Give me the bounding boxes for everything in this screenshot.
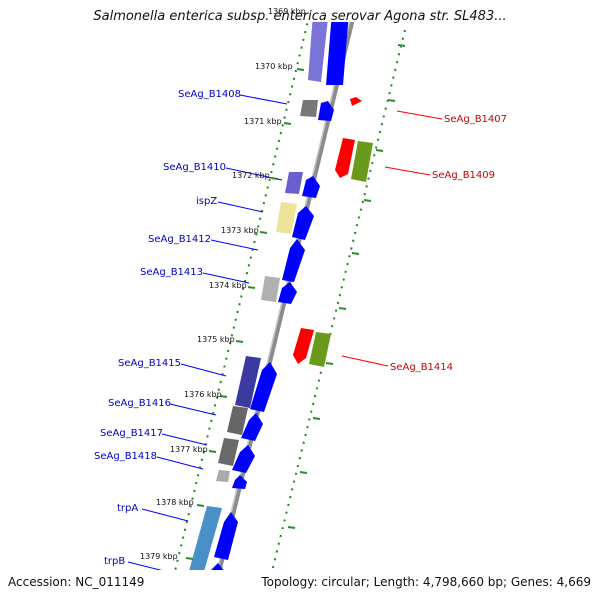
gene-arrow-1409[interactable] <box>335 138 355 178</box>
ruler-tick <box>312 417 321 420</box>
ruler-tick <box>208 450 217 453</box>
ruler-tick <box>351 252 360 255</box>
leader-1417 <box>161 433 208 446</box>
ruler-label: 1372 kbp <box>232 171 270 180</box>
gene-label-seag-b1408[interactable]: SeAg_B1408 <box>178 89 241 100</box>
gene-label-trpb[interactable]: trpB <box>104 556 125 567</box>
leader-ispZ <box>217 201 264 213</box>
ruler-tick <box>283 122 292 125</box>
ruler-tick <box>219 395 228 398</box>
leader-1409 <box>384 166 431 176</box>
gene-label-seag-b1407[interactable]: SeAg_B1407 <box>444 114 507 125</box>
gene-feature-top-left <box>308 22 328 82</box>
ruler-tick <box>397 44 406 47</box>
ruler-label: 1371 kbp <box>244 117 282 126</box>
gene-arrow-trpA[interactable] <box>214 512 238 560</box>
gene-feature-1415 <box>235 356 261 408</box>
ruler-label: 1370 kbp <box>255 62 293 71</box>
ruler-tick <box>259 231 268 234</box>
leader-1415 <box>180 363 227 377</box>
ruler-tick <box>247 286 256 289</box>
genome-title: Salmonella enterica subsp. enterica sero… <box>93 9 507 24</box>
ruler-label: 1379 kbp <box>140 552 178 561</box>
gene-label-trpa[interactable]: trpA <box>117 503 138 514</box>
ruler-tick <box>287 526 296 529</box>
gene-arrow-1410[interactable] <box>302 176 320 198</box>
gene-arrow-1407[interactable] <box>350 97 362 106</box>
ruler-label: 1375 kbp <box>197 335 235 344</box>
gene-label-seag-b1418[interactable]: SeAg_B1418 <box>94 451 157 462</box>
ruler-ticks <box>185 12 406 560</box>
outer-guide-right <box>271 29 406 570</box>
gene-label-seag-b1416[interactable]: SeAg_B1416 <box>108 398 171 409</box>
gene-arrow-1418[interactable] <box>232 475 247 489</box>
ruler-label: 1378 kbp <box>156 498 194 507</box>
gene-label-seag-b1413[interactable]: SeAg_B1413 <box>140 267 203 278</box>
gene-feature-1413 <box>261 276 280 302</box>
gene-arrow-1417[interactable] <box>232 445 255 473</box>
ruler-tick <box>196 504 205 507</box>
gene-arrow-1412[interactable] <box>282 239 305 282</box>
leader-1413 <box>202 272 250 284</box>
leader-1408 <box>239 94 288 105</box>
leader-trpB <box>127 561 163 570</box>
gene-arrow-1413[interactable] <box>278 282 297 304</box>
ruler-tick <box>296 68 305 71</box>
gene-label-seag-b1410[interactable]: SeAg_B1410 <box>163 162 226 173</box>
leader-1414 <box>341 355 389 367</box>
leader-trpA <box>141 508 189 522</box>
gene-feature-1414 <box>309 332 331 367</box>
gene-label-seag-b1415[interactable]: SeAg_B1415 <box>118 358 181 369</box>
leader-1407 <box>396 110 443 120</box>
gene-label-seag-b1417[interactable]: SeAg_B1417 <box>100 428 163 439</box>
gene-label-seag-b1414[interactable]: SeAg_B1414 <box>390 362 453 373</box>
gene-feature-1416 <box>227 406 248 435</box>
gene-arrow-top[interactable] <box>326 0 350 85</box>
gene-arrow-1415[interactable] <box>250 362 277 412</box>
gene-feature-trpA <box>189 506 222 570</box>
gene-feature-ispZ <box>276 202 297 234</box>
ruler-tick <box>375 149 384 152</box>
ruler-tick <box>310 12 317 13</box>
ruler-tick <box>325 362 334 365</box>
ruler-tick <box>387 99 396 102</box>
gene-arrow-trpB[interactable] <box>203 563 225 600</box>
topology-text: Topology: circular; Length: 4,798,660 bp… <box>261 575 591 589</box>
gene-arrow-1416[interactable] <box>241 413 263 441</box>
accession-text: Accession: NC_011149 <box>8 575 145 589</box>
gene-label-ispz[interactable]: ispZ <box>196 196 217 207</box>
gene-feature-1410 <box>285 172 303 194</box>
ruler-tick <box>338 307 347 310</box>
gene-label-seag-b1409[interactable]: SeAg_B1409 <box>432 170 495 181</box>
ruler-label: 1377 kbp <box>170 445 208 454</box>
ruler-label: 1369 kbp <box>268 7 306 16</box>
ruler-label: 1373 kbp <box>221 226 259 235</box>
ruler-tick <box>270 177 279 180</box>
ruler-tick <box>235 340 244 343</box>
leader-1418 <box>156 456 204 470</box>
gene-feature-1418 <box>216 470 230 482</box>
gene-arrow-ispZ[interactable] <box>292 206 314 240</box>
ruler-tick <box>299 471 308 474</box>
gene-label-seag-b1412[interactable]: SeAg_B1412 <box>148 234 211 245</box>
ruler-label: 1374 kbp <box>209 281 247 290</box>
gene-feature-1417 <box>218 438 239 466</box>
gene-feature-1408 <box>300 100 318 117</box>
gene-arrow-1408[interactable] <box>318 101 334 121</box>
gene-arrow-1414[interactable] <box>293 328 314 364</box>
leader-1416 <box>169 403 217 416</box>
ruler-label: 1376 kbp <box>184 390 222 399</box>
leader-1412 <box>210 239 259 251</box>
ruler-tick <box>363 199 372 202</box>
gene-feature-1409 <box>351 141 373 182</box>
ruler-tick <box>185 557 194 560</box>
